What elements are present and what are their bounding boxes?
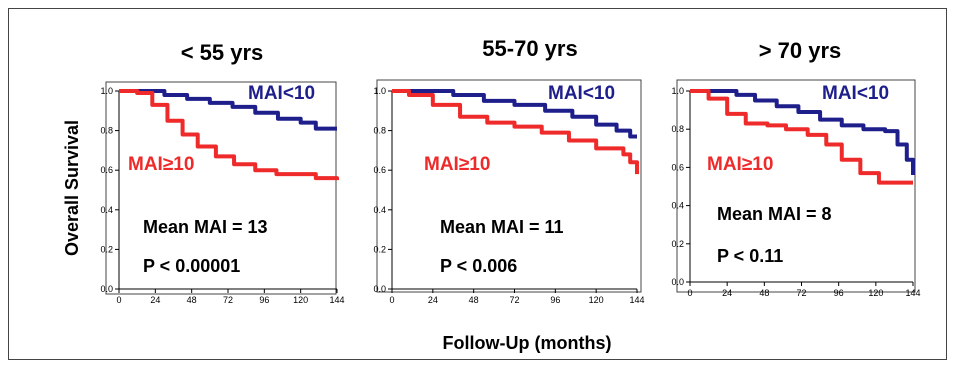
mean-mai-annotation: Mean MAI = 11 <box>440 217 564 237</box>
x-tick-label: 96 <box>834 288 844 298</box>
x-tick-label: 0 <box>687 288 692 298</box>
survival-curve-mai-lt10 <box>690 89 915 176</box>
y-tick-label: 0.0 <box>100 284 113 294</box>
x-tick-label: 72 <box>796 288 806 298</box>
y-tick-label: 0.2 <box>373 244 386 254</box>
x-tick-label: 48 <box>759 288 769 298</box>
y-tick-label: 1.0 <box>373 86 386 96</box>
y-tick-label: 0.8 <box>373 126 386 136</box>
y-tick-label: 0.6 <box>373 165 386 175</box>
x-tick-label: 120 <box>293 295 308 305</box>
y-axis-title: Overall Survival <box>62 120 82 256</box>
p-value-annotation: P < 0.00001 <box>143 256 240 276</box>
series-label-mai-lt10: MAI<10 <box>822 83 889 104</box>
x-tick-label: 72 <box>223 295 233 305</box>
x-tick-label: 144 <box>629 295 644 305</box>
survival-panel-3: > 70 yrs 0.0 0.2 0.4 0.6 0.8 1.0 0 24 48 72 96 120 14… <box>671 38 920 298</box>
survival-curve-mai-lt10 <box>392 89 637 139</box>
x-tick-label: 48 <box>187 295 197 305</box>
x-tick-label: 120 <box>868 288 883 298</box>
panel-title: < 55 yrs <box>181 40 264 65</box>
x-tick-label: 0 <box>116 295 121 305</box>
x-tick-label: 48 <box>469 295 479 305</box>
x-tick-label: 72 <box>509 295 519 305</box>
panel-border <box>676 79 916 293</box>
x-tick-label: 144 <box>329 295 344 305</box>
p-value-annotation: P < 0.006 <box>440 256 517 276</box>
survival-curve-mai-ge10 <box>392 89 639 175</box>
y-tick-label: 0.6 <box>100 165 113 175</box>
series-label-mai-lt10: MAI<10 <box>248 83 315 104</box>
mean-mai-annotation: Mean MAI = 8 <box>717 204 832 224</box>
survival-curve-mai-lt10 <box>119 89 337 131</box>
x-tick-label: 120 <box>589 295 604 305</box>
y-tick-label: 0.6 <box>671 162 684 172</box>
series-label-mai-lt10: MAI<10 <box>548 83 615 104</box>
series-label-mai-ge10: MAI≥10 <box>128 154 194 175</box>
y-tick-label: 0.4 <box>100 205 113 215</box>
x-tick-label: 24 <box>722 288 732 298</box>
survival-panel-1: < 55 yrs 0.0 0.2 0.4 0.6 0.8 1.0 0 24 48 72 96 120 14… <box>100 40 344 305</box>
series-label-mai-ge10: MAI≥10 <box>707 154 773 175</box>
y-tick-label: 0.0 <box>373 284 386 294</box>
survival-curve-mai-ge10 <box>119 89 339 181</box>
y-tick-label: 0.8 <box>100 126 113 136</box>
y-tick-label: 0.2 <box>100 244 113 254</box>
survival-curve-mai-ge10 <box>690 89 913 185</box>
y-tick-label: 1.0 <box>100 86 113 96</box>
mean-mai-annotation: Mean MAI = 13 <box>143 217 268 237</box>
x-tick-label: 96 <box>259 295 269 305</box>
x-tick-label: 96 <box>550 295 560 305</box>
figure-frame <box>8 8 947 360</box>
y-tick-label: 0.2 <box>671 239 684 249</box>
series-label-mai-ge10: MAI≥10 <box>424 154 490 175</box>
y-tick-label: 0.0 <box>671 277 684 287</box>
y-tick-label: 0.4 <box>373 205 386 215</box>
panel-title: 55-70 yrs <box>482 36 577 61</box>
survival-panel-2: 55-70 yrs 0.0 0.2 0.4 0.6 0.8 1.0 0 24 48 72 96 120 1… <box>373 36 644 305</box>
y-tick-label: 0.8 <box>671 124 684 134</box>
x-tick-label: 24 <box>428 295 438 305</box>
y-tick-label: 0.4 <box>671 201 684 211</box>
panel-border <box>376 79 642 293</box>
x-tick-label: 144 <box>905 288 920 298</box>
y-tick-label: 1.0 <box>671 86 684 96</box>
p-value-annotation: P < 0.11 <box>717 246 783 266</box>
x-tick-label: 24 <box>150 295 160 305</box>
x-tick-label: 0 <box>389 295 394 305</box>
panel-border <box>105 81 337 295</box>
x-axis-title: Follow-Up (months) <box>443 333 612 353</box>
panel-title: > 70 yrs <box>759 38 842 63</box>
